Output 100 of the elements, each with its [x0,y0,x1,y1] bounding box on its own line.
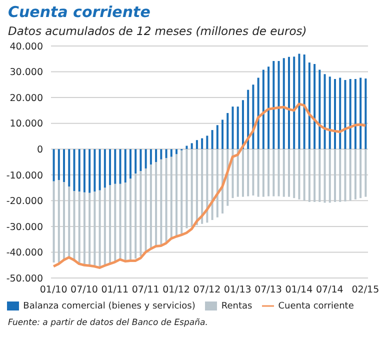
bar [288,56,290,150]
bar [236,106,239,150]
bar [282,149,285,197]
bar [94,149,96,192]
bar [303,149,306,201]
y-tick-label: -40.000 [6,248,43,259]
bar [144,168,147,252]
bar [360,149,362,198]
x-tick-label: 07/12 [193,284,221,296]
bar [278,149,280,196]
y-tick-label: -30.000 [6,222,43,233]
bar [109,185,112,264]
bar [252,84,254,150]
bar [129,178,132,260]
source-note: Fuente: a partir de datos del Banco de España. [8,318,208,328]
x-tick-label: 02/15 [352,284,380,296]
bar [114,184,116,262]
bar [334,78,336,150]
bar [114,149,116,184]
bar [360,78,362,150]
bar [176,154,178,236]
bar [83,149,86,192]
bar [165,158,168,242]
bar [257,78,260,150]
bar [318,70,321,150]
bar [109,149,112,186]
y-tick-label: -50.000 [6,273,43,284]
bar [262,70,264,150]
bar [314,64,316,150]
bar [165,149,168,158]
bar [155,162,158,246]
bar [68,149,70,186]
bar [339,149,342,202]
x-tick-label: 07/13 [254,284,282,296]
bar [119,149,122,184]
bar [308,62,310,150]
bar [190,149,193,226]
bar [144,149,147,168]
bar [160,159,162,244]
bar [140,171,142,256]
y-tick-label: 20.000 [10,92,43,104]
legend-label: Balanza comercial (bienes y servicios) [23,301,196,312]
y-tick-label: 40.000 [10,41,43,52]
bar [298,149,300,200]
x-tick-label: 01/12 [162,284,190,296]
x-tick-label: 01/13 [224,284,252,296]
bar [364,149,367,197]
bar [58,180,60,263]
bar [268,149,270,196]
bar [201,149,204,224]
bar [83,192,86,266]
bar [52,149,55,182]
bar [324,74,326,150]
bar [63,182,66,260]
bar [201,138,204,150]
bar [58,149,60,180]
bar [278,60,280,150]
bar [104,149,106,188]
bar [242,149,244,197]
bar [150,164,152,248]
bar [314,149,316,202]
bar [190,143,193,150]
x-tick-label: 07/10 [70,284,98,296]
bar [216,125,218,150]
bar [247,149,250,196]
bar [119,184,122,259]
bar [211,130,214,150]
bar [134,149,137,174]
bar [88,192,91,266]
bar [94,192,96,266]
bar [308,149,310,202]
bar [298,54,300,150]
y-tick-label: 30.000 [10,67,43,78]
bar [303,54,306,150]
bar [78,149,80,192]
legend-label: Rentas [221,301,252,312]
bar [339,78,342,150]
bar [196,140,198,150]
bar [349,78,352,150]
bar [155,149,158,162]
bar [242,100,244,150]
bar [272,60,275,150]
bar [206,136,208,150]
x-tick-label: 01/11 [101,284,129,296]
bar [176,149,178,154]
bar [272,149,275,196]
x-tick-label: 01/10 [40,284,68,296]
bar [160,149,162,160]
bar [354,149,356,200]
bar [88,149,91,193]
bar [206,149,208,223]
bar [211,149,214,220]
bar [140,149,142,172]
bar [73,191,76,262]
bar [252,149,254,196]
bar [354,78,356,150]
bar [226,113,229,150]
bar [52,181,55,263]
bar [170,156,172,238]
bar [73,149,76,192]
